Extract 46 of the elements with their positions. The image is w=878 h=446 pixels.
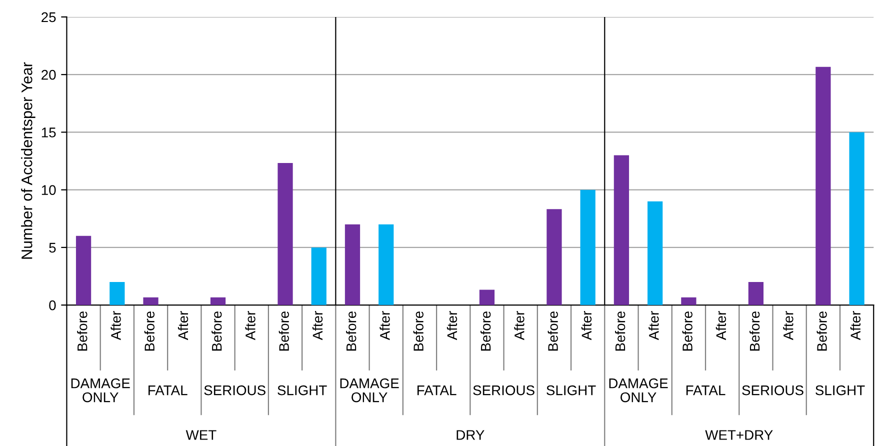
- y-tick-label: 15: [42, 128, 56, 138]
- text: WET: [186, 430, 216, 440]
- text: DAMAGE ONLY: [340, 378, 399, 402]
- x-tick-label: Before: [749, 311, 760, 351]
- x-tick-label: After: [716, 311, 726, 340]
- x-tick-label: Before: [212, 311, 222, 351]
- text: DAMAGE ONLY: [71, 378, 130, 402]
- x-tick-label: Before: [480, 311, 491, 351]
- text: SLIGHT: [546, 385, 596, 396]
- x-tick-label: Before: [682, 311, 692, 351]
- x-tick-label: After: [648, 311, 659, 340]
- y-tick-label: 10: [42, 185, 56, 195]
- text: FATAL: [417, 386, 456, 396]
- x-tick-label: Before: [548, 311, 558, 351]
- y-tick-label: 0: [49, 300, 56, 310]
- text: WET+DRY: [705, 430, 773, 440]
- text: FATAL: [686, 386, 726, 396]
- x-tick-label: After: [446, 311, 458, 340]
- y-tick-label: 5: [49, 242, 56, 253]
- x-tick-label: After: [581, 311, 592, 340]
- x-tick-label: Before: [816, 311, 827, 351]
- x-tick-label: Before: [144, 311, 155, 351]
- text: SLIGHT: [816, 385, 865, 396]
- x-tick-label: Before: [413, 311, 424, 351]
- text: SERIOUS: [473, 385, 534, 396]
- x-tick-label: Before: [346, 311, 356, 351]
- text: SERIOUS: [204, 385, 266, 396]
- text: SLIGHT: [278, 385, 327, 396]
- x-tick-label: After: [178, 311, 188, 340]
- y-tick-label: 20: [42, 70, 56, 80]
- x-tick-label: After: [245, 311, 256, 340]
- text: SERIOUS: [742, 385, 804, 396]
- x-tick-label: After: [514, 311, 524, 340]
- x-tick-label: After: [783, 311, 794, 340]
- x-tick-label: After: [380, 311, 390, 340]
- text: DAMAGE ONLY: [609, 378, 668, 402]
- y-axis-title: Number of Accidentsper Year: [21, 62, 36, 259]
- x-tick-label: Before: [77, 311, 88, 351]
- x-tick-label: After: [312, 311, 323, 340]
- y-tick-label: 25: [42, 12, 56, 22]
- x-tick-label: After: [850, 311, 861, 340]
- text: FATAL: [148, 386, 188, 396]
- x-tick-label: Before: [615, 311, 626, 351]
- text: DRY: [456, 430, 484, 440]
- x-tick-label: After: [110, 311, 121, 340]
- x-tick-label: Before: [278, 311, 289, 351]
